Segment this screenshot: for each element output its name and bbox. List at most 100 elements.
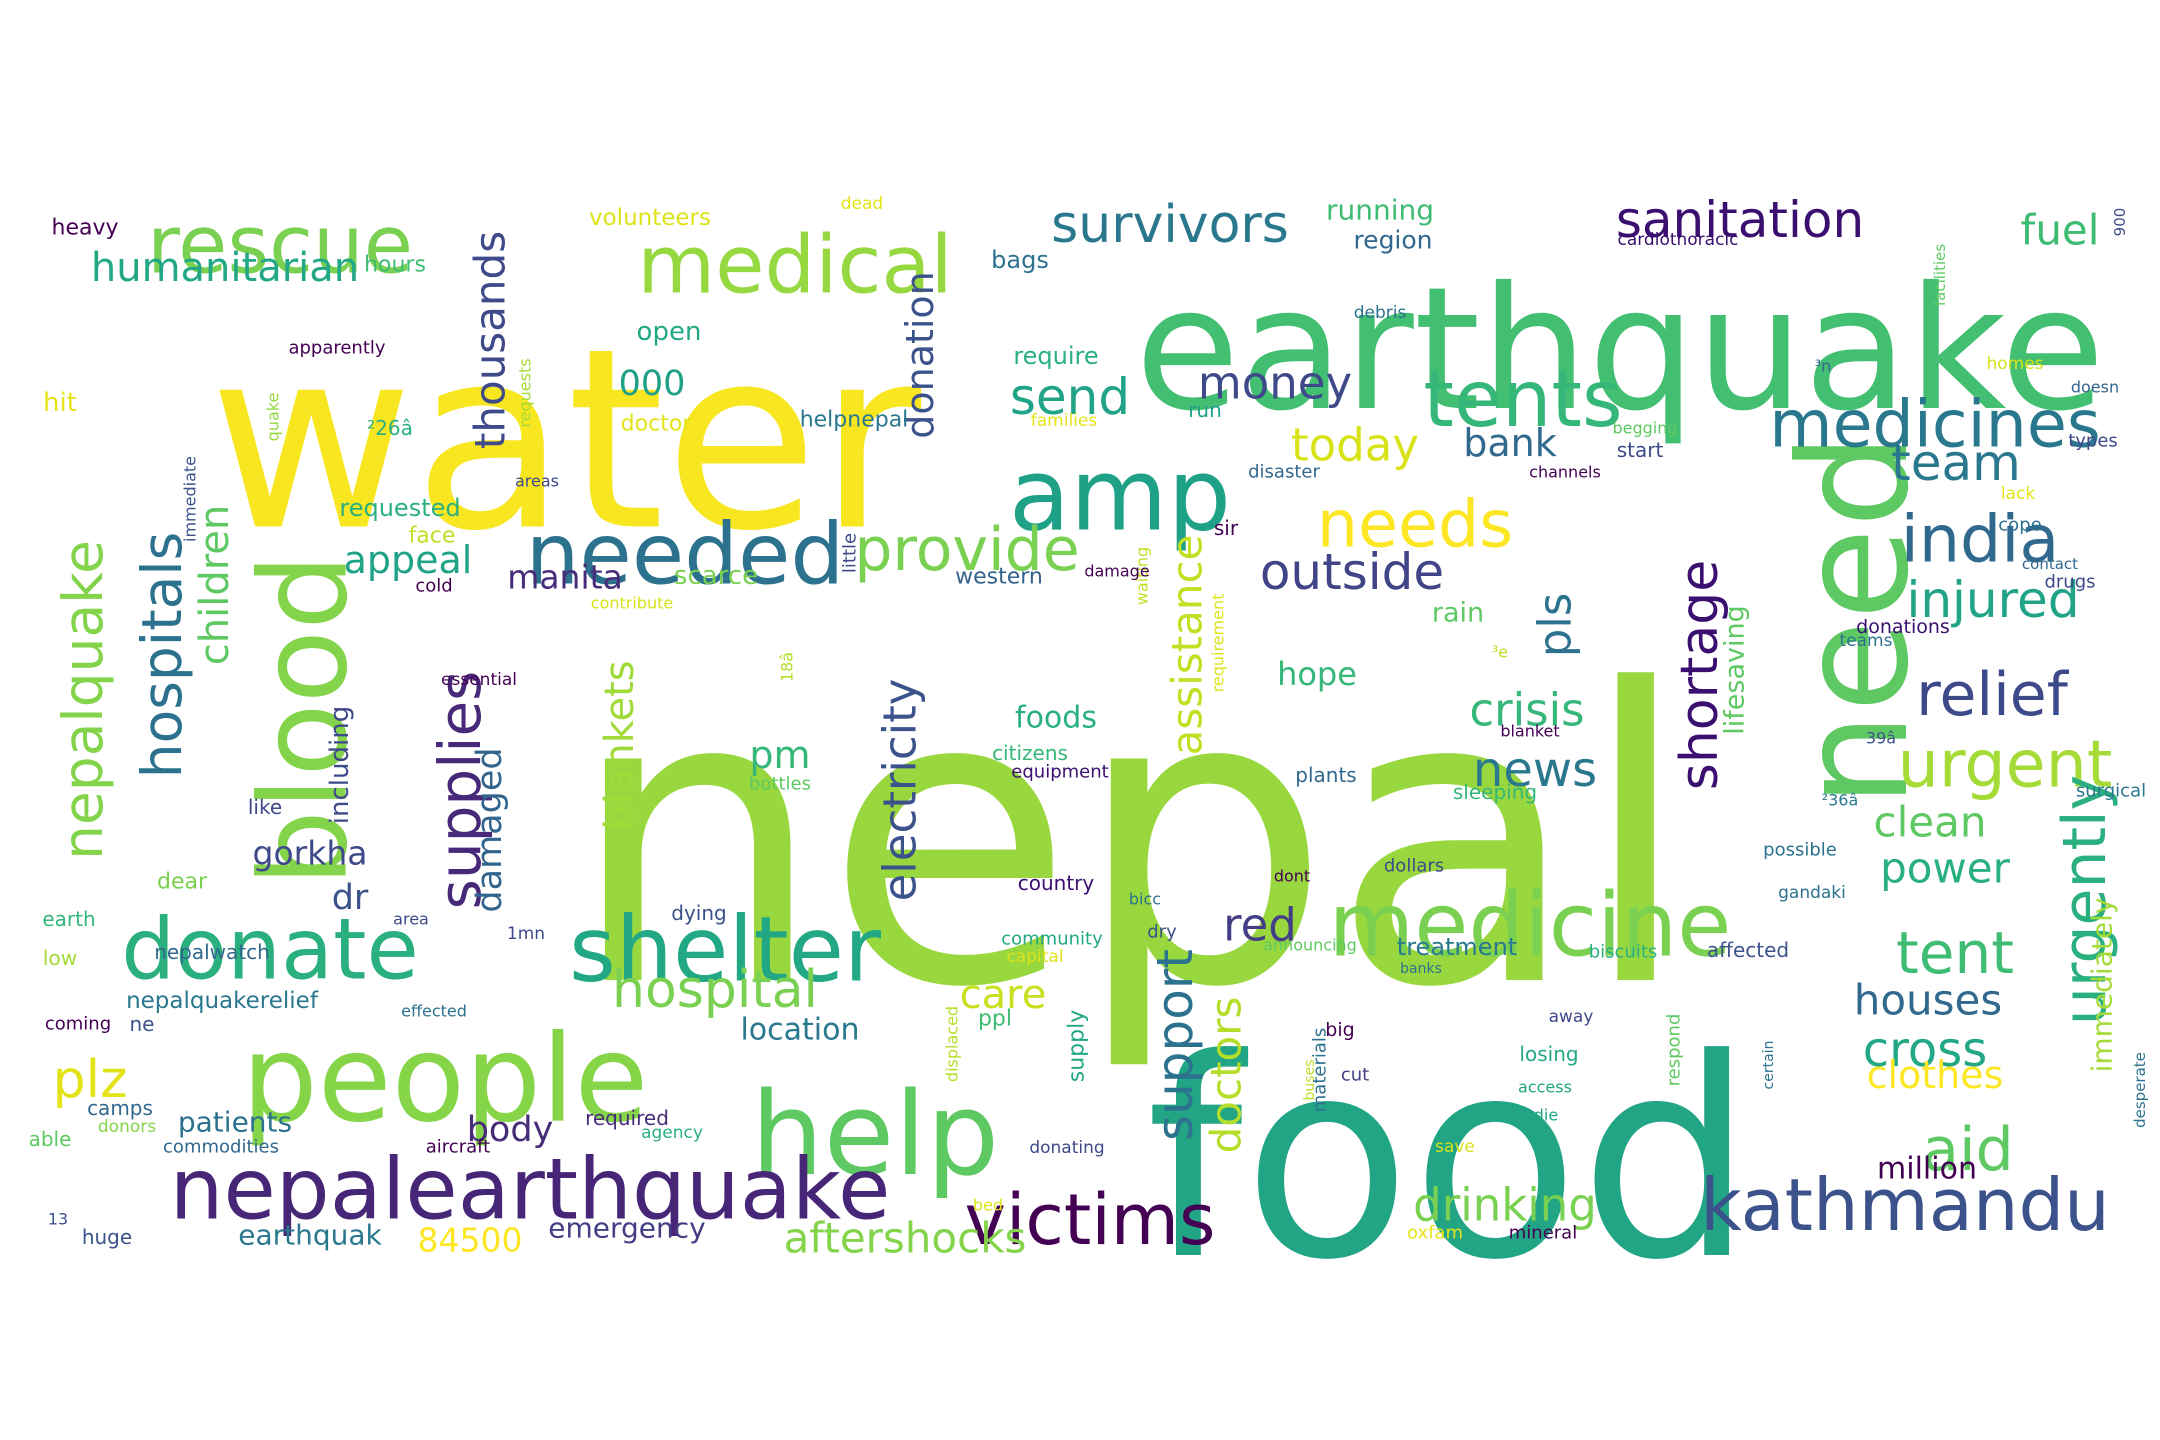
word-banks: banks [1400, 961, 1442, 977]
word-humanitarian: humanitarian [91, 245, 359, 291]
word-areas: areas [515, 472, 559, 491]
word-camps: camps [87, 1096, 153, 1120]
word-13: 13 [48, 1210, 68, 1229]
word-announcing: announcing [1263, 936, 1357, 955]
word-sanitation: sanitation [1616, 191, 1864, 249]
word-losing: losing [1519, 1042, 1578, 1066]
word-ne: ne [130, 1012, 155, 1036]
word-³n: ³n [1815, 357, 1832, 376]
word-certain: certain [1761, 1041, 1777, 1090]
word-gandaki: gandaki [1778, 883, 1846, 903]
word-scarce: scarce [674, 561, 758, 591]
word-displaced: displaced [943, 1006, 962, 1082]
word-appeal: appeal [344, 538, 473, 582]
word-debris: debris [1354, 303, 1407, 323]
word-tents: tents [1423, 355, 1622, 445]
word-begging: begging [1612, 419, 1677, 438]
word-donors: donors [98, 1117, 156, 1137]
word-people: people [242, 1011, 649, 1150]
word-blood: blood [236, 554, 375, 887]
word-hours: hours [364, 253, 426, 278]
word-cope: cope [1998, 515, 2041, 536]
word-essential: essential [441, 670, 517, 690]
word-lifesaving: lifesaving [1720, 605, 1751, 734]
word-coming: coming [45, 1014, 111, 1035]
word-gorkha: gorkha [253, 834, 368, 873]
word-required: required [585, 1106, 669, 1130]
word-citizens: citizens [992, 741, 1068, 765]
word-start: start [1617, 438, 1664, 462]
word-shelter: shelter [569, 898, 881, 1003]
word-dr: dr [332, 878, 369, 918]
word-rain: rain [1432, 598, 1484, 629]
word-care: care [960, 972, 1047, 1018]
word-fuel: fuel [2021, 206, 2100, 255]
word-supplies: supplies [426, 671, 494, 910]
word-urgent: urgent [1898, 728, 2113, 803]
word-damaged: damaged [470, 747, 510, 912]
word-injured: injured [1906, 571, 2079, 629]
word-provide: provide [854, 515, 1079, 585]
word-donation: donation [898, 271, 942, 439]
word-country: country [1018, 871, 1095, 895]
word-possible: possible [1763, 840, 1837, 861]
word-39â: 39â [1866, 729, 1896, 748]
word-region: region [1353, 226, 1432, 255]
word-low: low [43, 946, 77, 970]
word-relief: relief [1916, 660, 2070, 730]
word-news: news [1473, 742, 1597, 798]
word-immediately: immediately [2086, 898, 2119, 1073]
word-die: die [1534, 1106, 1558, 1125]
word-apparently: apparently [288, 338, 385, 359]
word-western: western [955, 565, 1043, 590]
word-food: food [1146, 1000, 1754, 1320]
word-aid: aid [1922, 1115, 2014, 1185]
word-send: send [1010, 368, 1130, 426]
word-area: area [393, 910, 429, 929]
word-quake: quake [264, 393, 283, 442]
word-aircraft: aircraft [426, 1137, 490, 1158]
word-commodities: commodities [163, 1137, 279, 1158]
word-help: help [751, 1068, 1000, 1202]
word-needed: needed [526, 506, 845, 605]
word-donate: donate [121, 901, 419, 1000]
word-cardiothoracic: cardiothoracic [1617, 230, 1738, 250]
word-hit: hit [43, 388, 77, 418]
word-channels: channels [1529, 463, 1601, 482]
word-shortage: shortage [1670, 560, 1730, 791]
word-including: including [325, 706, 355, 824]
word-waiting: waiting [1133, 547, 1152, 605]
word-plz: plz [53, 1050, 128, 1110]
word-blanket: blanket [1500, 722, 1559, 741]
word-medicines: medicines [1769, 388, 2100, 463]
word-heavy: heavy [52, 216, 119, 241]
word-power: power [1880, 844, 2011, 893]
word-million: million [1877, 1152, 1977, 1187]
word-tent: tent [1896, 919, 2014, 987]
word-bicc: bicc [1129, 890, 1161, 909]
word-buses: buses [1302, 1060, 1318, 1101]
word-like: like [248, 795, 282, 819]
word-doesn: doesn [2071, 378, 2119, 397]
word-earthquake: earthquake [1135, 251, 2105, 449]
word-supply: supply [1065, 1010, 1090, 1082]
word-pls: pls [1529, 593, 1582, 658]
word-blankets: blankets [597, 660, 643, 829]
word-drugs: drugs [2044, 572, 2095, 593]
word-sleeping: sleeping [1453, 780, 1537, 804]
word-materials: materials [1310, 1028, 1331, 1113]
word-manita: manita [507, 558, 623, 597]
word-sir: sir [1214, 516, 1239, 540]
word-helpnepal: helpnepal [800, 408, 909, 433]
word-³e: ³e [1492, 643, 1508, 662]
word-capital: capital [1006, 947, 1063, 967]
word-crisis: crisis [1469, 684, 1584, 737]
word-requirement: requirement [1209, 594, 1228, 693]
word-cold: cold [415, 576, 452, 597]
word-bank: bank [1463, 421, 1557, 465]
word-teams: teams [1840, 631, 1893, 651]
word-need: need [1768, 433, 1942, 808]
word-facilities: facilities [1931, 244, 1949, 306]
word-require: require [1013, 342, 1098, 370]
word-money: money [1198, 357, 1352, 410]
